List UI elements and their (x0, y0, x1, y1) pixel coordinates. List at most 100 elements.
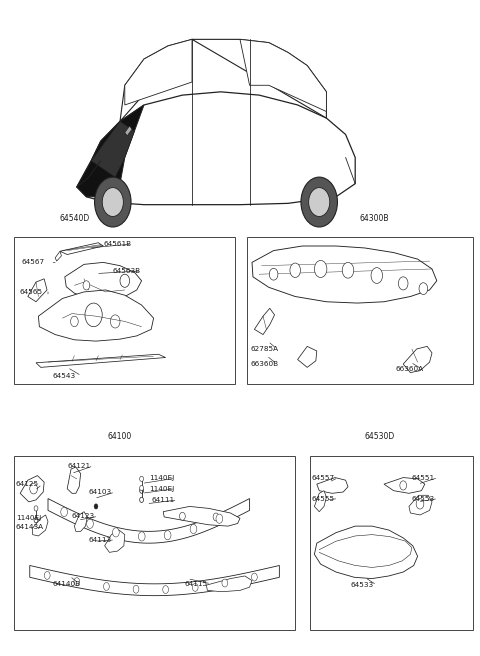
Polygon shape (74, 512, 87, 531)
Text: 64563B: 64563B (113, 268, 141, 274)
Polygon shape (163, 506, 240, 526)
Circle shape (83, 281, 90, 290)
Bar (14, 456, 295, 630)
Text: 64113: 64113 (89, 537, 112, 543)
Polygon shape (67, 467, 81, 493)
Circle shape (222, 579, 228, 587)
Polygon shape (48, 499, 250, 543)
Circle shape (120, 274, 130, 287)
Circle shape (140, 485, 144, 491)
Circle shape (86, 519, 94, 528)
Text: 64300B: 64300B (360, 214, 389, 223)
Polygon shape (125, 126, 132, 136)
Text: 64533: 64533 (350, 582, 373, 588)
Circle shape (213, 513, 219, 521)
Circle shape (138, 532, 145, 541)
Polygon shape (252, 246, 437, 303)
Circle shape (164, 531, 171, 540)
Polygon shape (38, 290, 154, 341)
Circle shape (192, 583, 198, 591)
Circle shape (252, 573, 257, 581)
Polygon shape (206, 576, 252, 592)
Circle shape (190, 524, 197, 533)
Text: 64555: 64555 (312, 495, 335, 502)
Polygon shape (384, 478, 425, 493)
Text: 64115: 64115 (185, 581, 208, 587)
Polygon shape (30, 565, 279, 596)
Circle shape (416, 499, 424, 509)
Circle shape (61, 507, 68, 516)
Text: 64121: 64121 (67, 462, 90, 469)
Polygon shape (314, 526, 418, 579)
Circle shape (133, 585, 139, 593)
Circle shape (30, 483, 37, 494)
Text: 64553: 64553 (412, 495, 435, 502)
Text: 64565: 64565 (19, 289, 42, 295)
Polygon shape (65, 262, 142, 300)
Circle shape (102, 188, 123, 216)
Circle shape (419, 283, 428, 295)
Circle shape (269, 268, 278, 280)
Polygon shape (317, 478, 348, 493)
Circle shape (400, 481, 407, 490)
Bar (14, 237, 235, 384)
Text: 1140EJ: 1140EJ (149, 475, 174, 482)
Polygon shape (240, 39, 326, 112)
Circle shape (112, 528, 119, 537)
Circle shape (140, 497, 144, 502)
Polygon shape (91, 121, 134, 177)
Circle shape (94, 504, 98, 509)
Circle shape (309, 188, 330, 216)
Text: 64140B: 64140B (53, 581, 81, 587)
Circle shape (180, 512, 185, 520)
Text: 64123: 64123 (72, 513, 95, 520)
Circle shape (140, 488, 144, 493)
Text: 62785A: 62785A (251, 346, 279, 352)
Text: 64100: 64100 (108, 432, 132, 441)
Polygon shape (314, 491, 326, 512)
Text: 1140EJ: 1140EJ (16, 515, 41, 522)
Polygon shape (60, 243, 103, 255)
Text: 64543: 64543 (53, 373, 76, 379)
Polygon shape (120, 39, 326, 121)
Circle shape (110, 315, 120, 328)
Text: 64125: 64125 (16, 481, 39, 487)
Polygon shape (403, 346, 432, 373)
Polygon shape (125, 39, 192, 105)
Text: 66360A: 66360A (396, 366, 424, 373)
Bar (247, 237, 473, 384)
Circle shape (85, 303, 102, 327)
Text: 64561B: 64561B (103, 241, 132, 247)
Circle shape (371, 268, 383, 283)
Polygon shape (36, 354, 166, 367)
Text: 64540D: 64540D (59, 214, 90, 223)
Circle shape (314, 260, 327, 277)
Circle shape (301, 177, 337, 227)
Text: 64111: 64111 (151, 497, 174, 503)
Polygon shape (33, 515, 48, 536)
Circle shape (34, 506, 38, 511)
Text: 64103: 64103 (89, 489, 112, 495)
Text: 64530D: 64530D (364, 432, 395, 441)
Circle shape (140, 476, 144, 482)
Circle shape (290, 263, 300, 277)
Text: 64567: 64567 (22, 259, 45, 266)
Circle shape (216, 514, 223, 523)
Circle shape (44, 571, 50, 579)
Circle shape (71, 316, 78, 327)
Text: 64557: 64557 (312, 474, 335, 481)
Polygon shape (77, 92, 355, 205)
Polygon shape (28, 279, 47, 302)
Polygon shape (254, 308, 275, 335)
Circle shape (95, 177, 131, 227)
Bar (310, 456, 473, 630)
Polygon shape (77, 105, 144, 197)
Circle shape (163, 586, 168, 594)
Circle shape (34, 518, 38, 523)
Text: 66360B: 66360B (251, 361, 279, 367)
Circle shape (398, 277, 408, 290)
Polygon shape (298, 346, 317, 367)
Polygon shape (20, 476, 44, 502)
Text: 1140EJ: 1140EJ (149, 485, 174, 492)
Text: 64551: 64551 (412, 474, 435, 481)
